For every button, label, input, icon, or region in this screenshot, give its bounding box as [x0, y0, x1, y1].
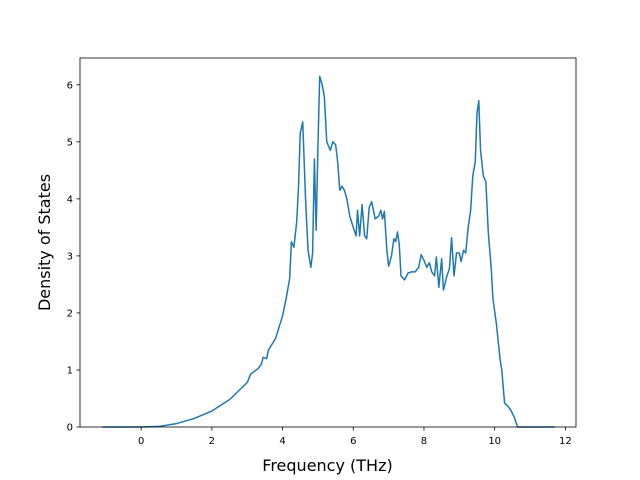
- x-tick-label: 8: [421, 436, 427, 447]
- x-axis-label: Frequency (THz): [262, 456, 392, 475]
- y-axis-label: Density of States: [35, 174, 54, 311]
- plot-frame: [79, 57, 577, 428]
- y-tick-label: 5: [67, 137, 73, 148]
- y-tick-label: 4: [67, 194, 73, 205]
- x-tick-label: 2: [209, 436, 215, 447]
- y-tick-label: 6: [67, 80, 73, 91]
- y-tick-label: 2: [67, 308, 73, 319]
- x-tick-label: 4: [279, 436, 285, 447]
- y-tick-label: 1: [67, 365, 73, 376]
- data-line: [102, 75, 555, 428]
- x-tick-label: 12: [559, 436, 572, 447]
- y-tick-label: 3: [67, 251, 73, 262]
- y-tick-label: 0: [67, 423, 73, 434]
- x-tick-label: 0: [138, 436, 144, 447]
- x-tick-label: 6: [350, 436, 356, 447]
- x-tick-label: 10: [488, 436, 501, 447]
